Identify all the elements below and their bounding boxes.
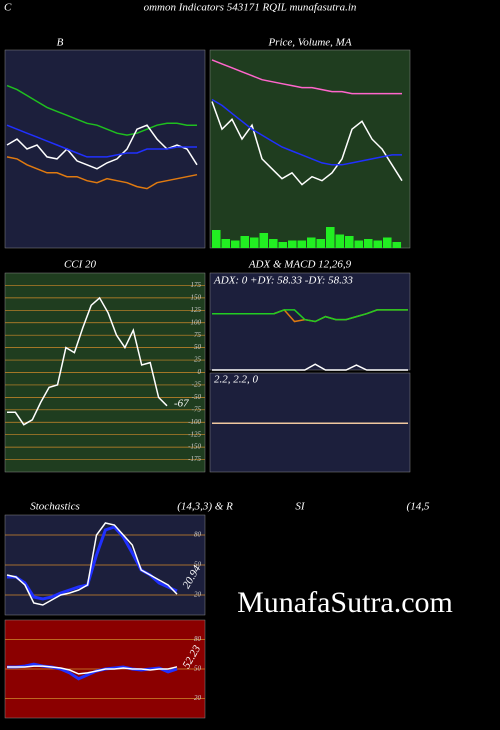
volume-bar	[278, 242, 288, 248]
y-tick-label: -125	[188, 430, 201, 438]
series-line	[7, 665, 178, 675]
panel-title: Stochastics	[30, 501, 80, 513]
panel-title: (14,3,3) & R	[177, 501, 233, 513]
panel	[209, 272, 411, 371]
y-tick-label: 20	[194, 591, 202, 599]
y-tick-label: 125	[191, 306, 202, 314]
volume-bar	[259, 233, 269, 248]
y-tick-label: 50	[194, 343, 202, 351]
y-tick-label: 100	[191, 318, 202, 326]
header-title: ommon Indicators 543171 RQIL munafasutra…	[144, 2, 357, 14]
header-prefix: C	[4, 2, 12, 14]
volume-bar	[392, 242, 402, 248]
y-tick-label: -175	[188, 455, 201, 463]
volume-bar	[335, 234, 345, 248]
volume-bar	[383, 237, 392, 248]
series-line	[6, 124, 197, 158]
y-tick-label: 50	[194, 665, 202, 673]
volume-bar	[373, 240, 383, 248]
series-line	[211, 101, 403, 186]
y-tick-label: 150	[191, 293, 202, 301]
panel-title: SI	[295, 501, 306, 513]
y-tick-label: -75	[192, 405, 202, 413]
volume-bar	[250, 237, 259, 248]
series-line	[6, 156, 198, 190]
panel-title: (14,5	[407, 501, 430, 513]
volume-bar	[221, 239, 231, 248]
y-tick-label: 80	[194, 531, 202, 539]
y-tick-label: 50	[194, 561, 202, 569]
panel-subtitle: 2.2, 2.2, 0	[214, 374, 259, 386]
series-line	[7, 296, 168, 426]
series-line	[6, 124, 198, 170]
panel-title: Price, Volume, MA	[267, 37, 351, 49]
volume-bar	[316, 239, 326, 248]
watermark: MunafaSutra.com	[237, 586, 453, 619]
volume-bar	[354, 240, 364, 248]
y-tick-label: 20	[194, 694, 202, 702]
panel-title: B	[57, 37, 64, 49]
volume-bar	[364, 239, 373, 248]
y-tick-label: 80	[194, 635, 202, 643]
y-tick-label: 75	[194, 331, 202, 339]
y-tick-label: 0	[198, 368, 202, 376]
series-line	[212, 363, 408, 371]
panel-subtitle: ADX: 0 +DY: 58.33 -DY: 58.33	[213, 275, 353, 287]
volume-bar	[345, 236, 354, 248]
y-tick-label: -50	[192, 393, 202, 401]
panel-title: CCI 20	[64, 259, 97, 271]
y-tick-label: 175	[191, 281, 202, 289]
volume-bar	[231, 240, 240, 248]
series-line	[6, 84, 197, 136]
y-tick-label: 25	[194, 356, 202, 364]
volume-bar	[326, 227, 335, 248]
panel	[4, 49, 206, 249]
volume-bar	[240, 236, 250, 248]
volume-bar	[297, 240, 307, 248]
panel	[209, 49, 411, 249]
value-label: -67	[174, 398, 189, 410]
y-tick-label: -25	[192, 381, 202, 389]
series-line	[6, 522, 178, 606]
series-line	[211, 59, 402, 95]
volume-bar	[269, 239, 278, 248]
volume-bar	[307, 237, 316, 248]
panel-title: ADX & MACD 12,26,9	[248, 259, 352, 271]
series-line	[212, 309, 408, 323]
volume-bar	[212, 230, 221, 248]
series-line	[211, 98, 402, 166]
y-tick-label: -150	[188, 443, 201, 451]
volume-bar	[288, 240, 297, 248]
y-tick-label: -100	[188, 418, 201, 426]
